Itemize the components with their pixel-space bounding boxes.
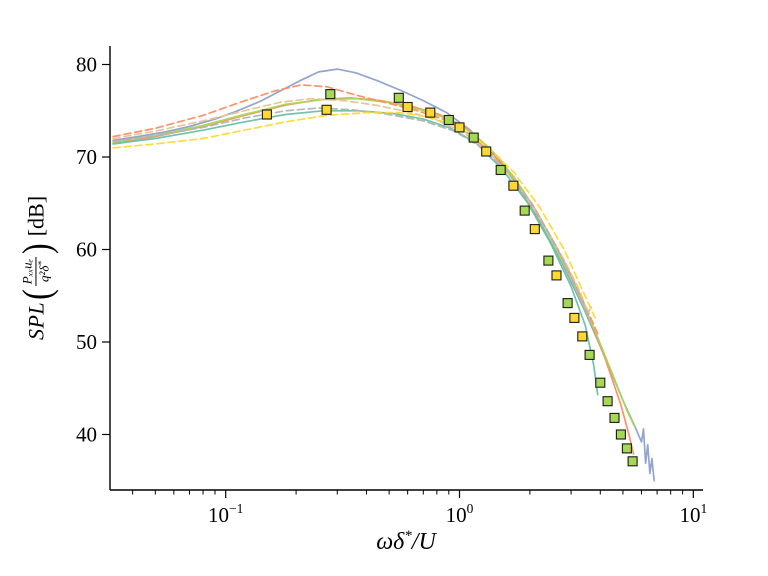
marker-yellow-squares — [569, 312, 580, 323]
marker-yellow-squares — [481, 146, 492, 157]
series-blue-solid — [112, 68, 656, 482]
marker-green-squares — [595, 377, 606, 388]
marker-green-squares — [468, 132, 479, 143]
marker-yellow-squares — [551, 270, 562, 281]
marker-green-squares — [562, 298, 573, 309]
marker-green-squares — [519, 205, 530, 216]
marker-green-squares — [609, 412, 620, 423]
fraction-denominator: q²δ* — [36, 260, 52, 283]
fraction-denominator-base: q²δ — [36, 265, 51, 283]
y-tick-label: 80 — [76, 53, 97, 77]
y-tick-label: 40 — [76, 423, 97, 447]
marker-green-squares — [443, 114, 454, 126]
marker-green-squares — [621, 443, 632, 454]
marker-yellow-squares — [425, 107, 436, 118]
x-axis-label-pre: ωδ — [376, 529, 405, 555]
y-axis-label-unit: [dB] — [23, 195, 48, 237]
marker-yellow-squares — [321, 104, 332, 115]
marker-yellow-squares — [577, 331, 588, 342]
marker-green-squares — [325, 89, 336, 100]
fraction-numerator: Pₓₓuₑ — [19, 256, 36, 287]
x-tick-label: 100 — [446, 501, 474, 527]
fraction-denominator-star: * — [36, 261, 46, 266]
series-teal-solid — [112, 109, 599, 396]
y-axis-label-spl: SPL — [23, 301, 48, 341]
y-axis-label-fraction: Pₓₓuₑ q²δ* — [19, 256, 52, 287]
marker-green-squares — [393, 92, 404, 103]
x-tick-label: 101 — [679, 501, 707, 527]
y-tick-label: 70 — [76, 145, 97, 169]
y-tick-label: 50 — [76, 330, 97, 354]
y-axis-label: SPL ( Pₓₓuₑ q²δ* ) [dB] — [13, 195, 59, 341]
marker-green-squares — [543, 255, 554, 266]
marker-green-squares — [627, 456, 638, 467]
marker-green-squares — [495, 164, 506, 176]
x-tick-label: 10−1 — [208, 501, 243, 527]
x-axis-label: ωδ*/U — [376, 528, 436, 556]
marker-yellow-squares — [529, 224, 540, 235]
marker-yellow-squares — [402, 101, 413, 113]
marker-yellow-squares — [454, 122, 465, 133]
series-gray-dashed — [112, 107, 591, 320]
series-green-solid — [112, 97, 636, 428]
series-yellow-dashed — [112, 111, 596, 319]
marker-yellow-squares — [508, 180, 519, 191]
y-tick-label: 60 — [76, 238, 97, 262]
x-axis-label-star: * — [404, 528, 412, 544]
marker-yellow-squares — [261, 109, 272, 120]
marker-green-squares — [615, 429, 626, 440]
x-axis-label-post: /U — [411, 529, 436, 555]
marker-green-squares — [584, 349, 595, 360]
marker-green-squares — [602, 396, 613, 407]
